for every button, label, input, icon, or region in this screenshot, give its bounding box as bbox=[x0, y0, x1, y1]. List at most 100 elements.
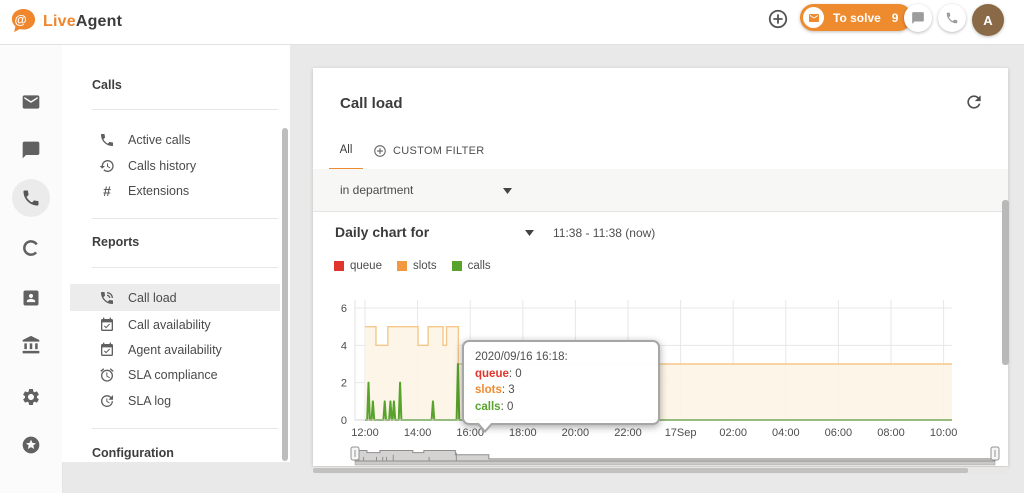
horizontal-scrollbar-thumb[interactable] bbox=[313, 468, 968, 473]
tab-all[interactable]: All bbox=[339, 144, 353, 156]
update-icon bbox=[101, 394, 113, 407]
social-ring-icon[interactable] bbox=[21, 238, 41, 258]
sidebar-item-label: Extensions bbox=[128, 183, 190, 198]
sidebar-item-agent-availability[interactable]: Agent availability bbox=[70, 336, 280, 363]
calendar-check-icon bbox=[101, 342, 113, 356]
tooltip-value: 3 bbox=[508, 384, 515, 396]
tooltip-title: 2020/09/16 16:18: bbox=[475, 351, 568, 363]
svg-text:02:00: 02:00 bbox=[719, 427, 747, 439]
tooltip-label: slots bbox=[475, 384, 502, 396]
svg-text:14:00: 14:00 bbox=[404, 427, 432, 439]
sidebar-item-label: Call load bbox=[128, 290, 177, 305]
alarm-icon bbox=[100, 367, 114, 382]
tooltip-row-slots: slots: 3 bbox=[475, 384, 515, 396]
hash-icon: # bbox=[103, 182, 111, 199]
sidebar-item-label: Agent availability bbox=[128, 342, 222, 357]
chats-icon[interactable] bbox=[21, 140, 41, 160]
svg-text:04:00: 04:00 bbox=[772, 427, 800, 439]
brand-agent: Agent bbox=[75, 12, 123, 30]
calls-section-icon[interactable] bbox=[21, 188, 41, 208]
calls-button[interactable] bbox=[938, 4, 966, 32]
add-circle-icon bbox=[374, 144, 386, 157]
tooltip-pointer-fill bbox=[478, 422, 492, 430]
svg-text:4: 4 bbox=[341, 340, 347, 352]
top-bar: @ LiveAgent To solve 9 A bbox=[0, 0, 1024, 45]
svg-text:@: @ bbox=[14, 13, 26, 27]
legend-swatch-slots bbox=[396, 261, 407, 271]
tooltip-row-queue: queue: 0 bbox=[475, 367, 522, 380]
sidebar-item-sla-compliance[interactable]: SLA compliance bbox=[70, 361, 280, 388]
sidebar-item-call-availability[interactable]: Call availability bbox=[70, 311, 280, 338]
bank-icon[interactable] bbox=[21, 335, 41, 355]
sidebar-panel: Calls Active calls Calls history # Exten… bbox=[62, 44, 290, 462]
brand-text: LiveAgent bbox=[43, 13, 122, 31]
refresh-button[interactable] bbox=[964, 92, 984, 112]
vertical-scrollbar-thumb[interactable] bbox=[1002, 200, 1009, 365]
star-badge-icon[interactable] bbox=[21, 435, 41, 455]
add-button[interactable] bbox=[764, 5, 791, 32]
divider bbox=[92, 109, 278, 110]
chats-button[interactable] bbox=[904, 4, 932, 32]
svg-text:0: 0 bbox=[341, 415, 347, 427]
to-solve-label: To solve bbox=[833, 10, 881, 25]
chart-tooltip: 2020/09/16 16:18: queue: 0 slots: 3 call… bbox=[462, 340, 660, 433]
svg-text:08:00: 08:00 bbox=[877, 427, 905, 439]
svg-text:06:00: 06:00 bbox=[825, 427, 853, 439]
divider bbox=[92, 267, 278, 268]
daily-chart-for-label: Daily chart for bbox=[335, 224, 430, 240]
legend-label: queue bbox=[350, 260, 382, 272]
chart-legend: queue slots calls bbox=[334, 260, 491, 272]
legend-label: slots bbox=[412, 260, 437, 272]
sidebar-item-label: Active calls bbox=[128, 132, 191, 147]
to-solve-button[interactable]: To solve 9 bbox=[800, 4, 913, 31]
svg-text:10:00: 10:00 bbox=[930, 427, 958, 439]
sidebar-item-extensions[interactable]: # Extensions bbox=[70, 177, 280, 204]
settings-gear-icon[interactable] bbox=[21, 387, 41, 407]
tickets-envelope-icon[interactable] bbox=[21, 92, 41, 112]
calendar-check-icon bbox=[101, 317, 113, 331]
to-solve-count: 9 bbox=[891, 10, 899, 25]
sidebar-item-call-load[interactable]: Call load bbox=[70, 284, 280, 311]
divider bbox=[92, 218, 278, 219]
svg-text:6: 6 bbox=[341, 303, 347, 315]
call-load-card: Call load All CUSTOM FILTER in departmen… bbox=[313, 68, 1008, 466]
legend-swatch-queue bbox=[334, 261, 344, 271]
icon-rail bbox=[0, 44, 63, 493]
svg-text:17Sep: 17Sep bbox=[665, 427, 697, 439]
brand-live: Live bbox=[43, 12, 76, 30]
chart-range-navigator[interactable] bbox=[327, 444, 1008, 466]
sidebar-item-calls-history[interactable]: Calls history bbox=[70, 152, 280, 179]
sidebar-item-label: Call availability bbox=[128, 317, 211, 332]
chevron-down-icon[interactable] bbox=[525, 230, 534, 236]
svg-text:22:00: 22:00 bbox=[614, 427, 642, 439]
liveagent-bubble-icon: @ bbox=[11, 8, 36, 33]
svg-text:2: 2 bbox=[341, 378, 347, 390]
page-title: Call load bbox=[340, 95, 403, 112]
legend-item-calls[interactable]: calls bbox=[451, 260, 491, 272]
horizontal-scrollbar-track[interactable] bbox=[313, 467, 1008, 474]
user-avatar[interactable]: A bbox=[972, 4, 1004, 36]
sidebar-item-label: SLA compliance bbox=[128, 367, 218, 382]
envelope-icon bbox=[808, 13, 819, 22]
sidebar-item-sla-log[interactable]: SLA log bbox=[70, 387, 280, 414]
sidebar-item-active-calls[interactable]: Active calls bbox=[70, 126, 280, 153]
chevron-down-icon bbox=[503, 188, 512, 194]
legend-item-slots[interactable]: slots bbox=[396, 260, 437, 272]
tab-custom-filter[interactable]: CUSTOM FILTER bbox=[373, 132, 485, 169]
sidebar-item-label: Calls history bbox=[128, 158, 197, 173]
sidebar-scrollbar[interactable] bbox=[282, 128, 288, 461]
tab-custom-filter-label: CUSTOM FILTER bbox=[393, 144, 485, 157]
phone-icon bbox=[101, 133, 113, 146]
tab-bar: All CUSTOM FILTER bbox=[313, 132, 1008, 171]
contacts-card-icon[interactable] bbox=[21, 288, 41, 308]
sidebar-item-label: SLA log bbox=[128, 393, 172, 408]
chat-bubble-icon bbox=[912, 12, 924, 24]
active-rail-highlight bbox=[12, 179, 50, 217]
liveagent-logo[interactable]: @ LiveAgent bbox=[10, 8, 122, 35]
legend-item-queue[interactable]: queue bbox=[334, 260, 382, 272]
chart-time-range: 11:38 - 11:38 (now) bbox=[553, 226, 656, 240]
department-filter-label: in department bbox=[340, 183, 414, 197]
department-filter-select[interactable]: in department bbox=[313, 169, 1008, 212]
tooltip-value: 0 bbox=[506, 400, 514, 413]
svg-text:20:00: 20:00 bbox=[562, 427, 590, 439]
